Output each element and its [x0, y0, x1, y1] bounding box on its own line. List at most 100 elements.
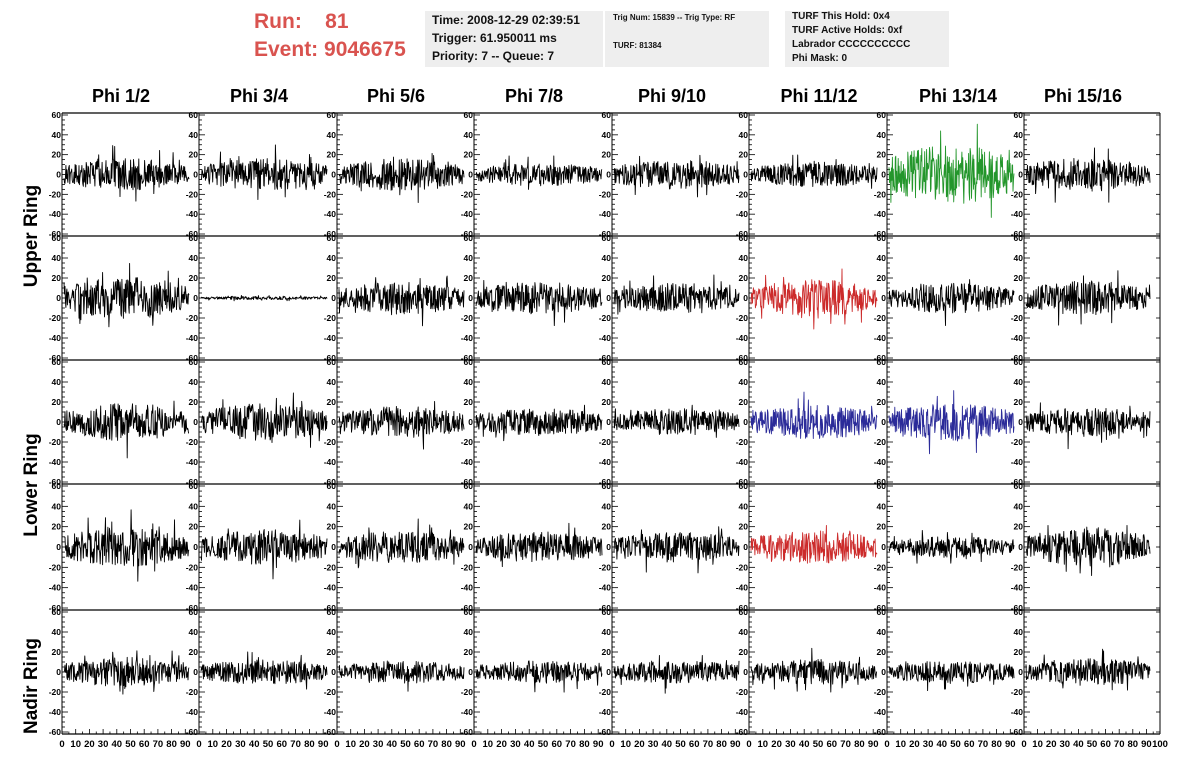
y-tick-label: 0 — [1018, 293, 1023, 303]
y-tick-label: 60 — [327, 110, 337, 120]
x-tick-label: 50 — [538, 739, 549, 750]
y-tick-label: 20 — [1014, 273, 1024, 283]
y-tick-label: 40 — [739, 130, 749, 140]
y-tick-label: -20 — [1011, 313, 1024, 323]
y-tick-label: 40 — [189, 130, 199, 140]
y-tick-label: 20 — [877, 397, 887, 407]
x-tick-label: 60 — [277, 739, 288, 750]
y-tick-label: 0 — [881, 667, 886, 677]
y-tick-label: 0 — [331, 542, 336, 552]
y-tick-label: -40 — [49, 209, 62, 219]
waveform-trace — [338, 518, 465, 569]
x-tick-label: 80 — [716, 739, 727, 750]
x-tick-label: 80 — [854, 739, 865, 750]
waveform-trace — [338, 152, 465, 203]
y-tick-label: -60 — [874, 603, 887, 613]
y-tick-label: 40 — [327, 377, 337, 387]
y-tick-label: -20 — [461, 313, 474, 323]
y-tick-label: 40 — [464, 377, 474, 387]
y-tick-label: 0 — [56, 542, 61, 552]
y-tick-label: 0 — [331, 417, 336, 427]
y-tick-label: 20 — [189, 273, 199, 283]
y-tick-label: -40 — [186, 209, 199, 219]
waveform-trace — [1025, 648, 1151, 691]
x-tick-label: 10 — [483, 739, 494, 750]
y-tick-label: 20 — [189, 150, 199, 160]
y-tick-label: 0 — [743, 667, 748, 677]
x-tick-label: 80 — [579, 739, 590, 750]
y-tick-label: 40 — [52, 377, 62, 387]
waveform-trace — [475, 155, 603, 190]
y-tick-label: -20 — [874, 189, 887, 199]
y-tick-label: -60 — [324, 477, 337, 487]
y-tick-label: 60 — [327, 233, 337, 243]
y-tick-label: 60 — [877, 481, 887, 491]
waveform-trace — [888, 279, 1015, 326]
y-tick-label: 40 — [327, 627, 337, 637]
y-tick-label: 20 — [189, 397, 199, 407]
x-tick-label: 100 — [1152, 739, 1168, 750]
y-tick-label: -60 — [186, 353, 199, 363]
waveform-trace — [888, 123, 1015, 218]
y-tick-label: 0 — [743, 293, 748, 303]
x-tick-label: 40 — [662, 739, 673, 750]
x-tick-label: 10 — [70, 739, 81, 750]
x-tick-label: 0 — [1021, 739, 1026, 750]
trig-num-text: Trig Num: 15839 -- Trig Type: RF — [613, 13, 736, 22]
x-tick-label: 20 — [634, 739, 645, 750]
y-tick-label: -40 — [736, 457, 749, 467]
y-tick-label: 20 — [52, 522, 62, 532]
y-tick-label: -40 — [874, 707, 887, 717]
x-tick-label: 30 — [785, 739, 796, 750]
x-tick-label: 20 — [771, 739, 782, 750]
y-tick-label: 40 — [189, 627, 199, 637]
y-tick-label: 0 — [56, 667, 61, 677]
y-tick-label: 60 — [189, 357, 199, 367]
priority-text: Priority: 7 -- Queue: 7 — [432, 49, 555, 63]
x-tick-label: 0 — [746, 739, 751, 750]
y-tick-label: -60 — [1011, 353, 1024, 363]
y-tick-label: -40 — [1011, 457, 1024, 467]
waveform-trace — [888, 529, 1015, 564]
waveform-trace — [200, 392, 328, 448]
x-tick-label: 70 — [1114, 739, 1125, 750]
y-tick-label: 60 — [52, 481, 62, 491]
x-tick-label: 90 — [593, 739, 604, 750]
x-tick-label: 30 — [373, 739, 384, 750]
x-tick-label: 40 — [524, 739, 535, 750]
y-tick-label: -20 — [461, 562, 474, 572]
y-tick-label: -60 — [186, 229, 199, 239]
trigger-info-box: Trig Num: 15839 -- Trig Type: RF TURF: 8… — [605, 11, 769, 67]
y-tick-label: 60 — [877, 357, 887, 367]
x-tick-label: 50 — [125, 739, 136, 750]
x-tick-label: 90 — [180, 739, 191, 750]
x-tick-label: 40 — [799, 739, 810, 750]
y-tick-label: 0 — [331, 293, 336, 303]
y-tick-label: -60 — [599, 603, 612, 613]
waveform-trace — [338, 660, 465, 692]
run-number: Run: 81 — [254, 10, 349, 33]
y-tick-label: 0 — [56, 170, 61, 180]
x-tick-label: 70 — [703, 739, 714, 750]
x-tick-label: 20 — [84, 739, 95, 750]
x-tick-label: 40 — [249, 739, 260, 750]
x-tick-label: 30 — [648, 739, 659, 750]
turf-text: TURF: 81384 — [613, 41, 662, 50]
y-tick-label: 60 — [877, 110, 887, 120]
x-tick-label: 60 — [1100, 739, 1111, 750]
y-tick-label: -20 — [599, 313, 612, 323]
y-tick-label: -20 — [49, 562, 62, 572]
waveform-trace — [750, 647, 878, 693]
y-tick-label: -20 — [874, 562, 887, 572]
y-tick-label: 20 — [464, 522, 474, 532]
y-tick-label: 20 — [739, 150, 749, 160]
y-tick-label: 20 — [189, 522, 199, 532]
y-tick-label: -60 — [461, 477, 474, 487]
y-tick-label: -60 — [1011, 229, 1024, 239]
column-header-phi-3-4: Phi 3/4 — [229, 86, 289, 106]
column-header-phi-13-14: Phi 13/14 — [918, 86, 998, 106]
y-tick-label: -40 — [324, 707, 337, 717]
y-tick-label: -60 — [186, 603, 199, 613]
y-tick-label: 40 — [877, 253, 887, 263]
x-tick-label: 60 — [139, 739, 150, 750]
